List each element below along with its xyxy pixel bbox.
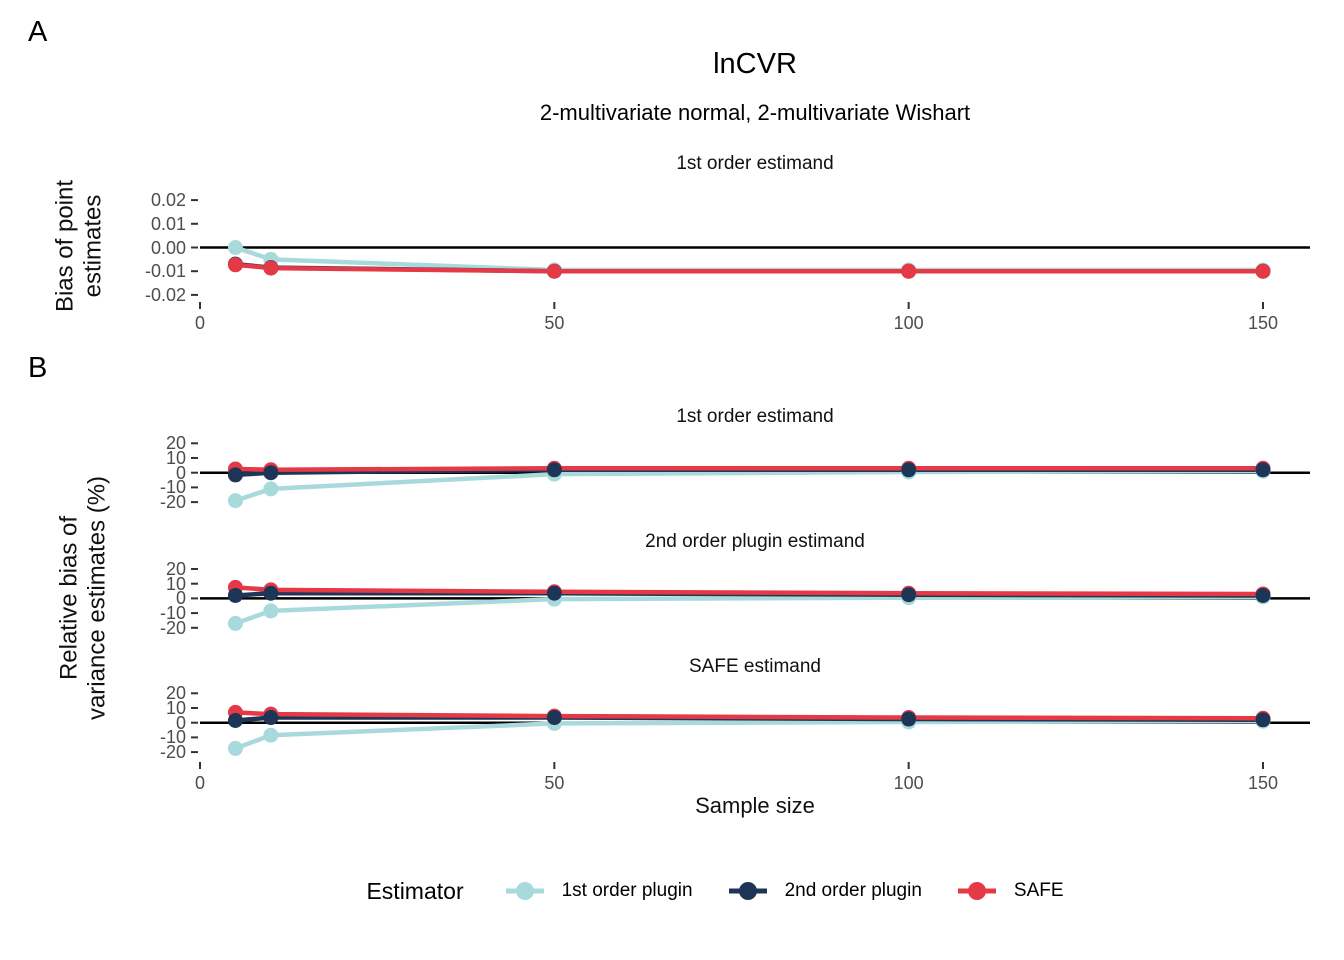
x-axis-tick-label: 50 xyxy=(544,313,565,333)
data-point-1 xyxy=(546,462,562,478)
data-point-1 xyxy=(901,587,917,603)
panel-a-y-axis-title-line1: Bias of point xyxy=(51,179,79,313)
x-axis-tick-label: 50 xyxy=(544,773,565,793)
y-axis-tick-label: 0.01 xyxy=(150,213,186,234)
legend-key-icon xyxy=(957,882,996,900)
data-point-1 xyxy=(901,462,917,478)
figure-subtitle: 2-multivariate normal, 2-multivariate Wi… xyxy=(539,100,971,125)
x-axis-tick-label: 100 xyxy=(893,313,924,333)
y-axis-tick-label: -0.02 xyxy=(144,284,186,305)
y-axis-tick-label: 0.02 xyxy=(150,190,186,211)
y-axis-tick-label: 20 xyxy=(165,559,186,579)
panel-a-letter: A xyxy=(28,16,48,48)
data-point-2 xyxy=(1255,263,1271,279)
data-point-1 xyxy=(263,465,279,481)
y-axis-tick-label: 10 xyxy=(165,448,186,468)
figure-title: lnCVR xyxy=(713,48,797,80)
y-axis-tick-label: 0.00 xyxy=(150,237,186,258)
data-point-0 xyxy=(227,740,243,756)
data-point-0 xyxy=(227,615,243,631)
series-line-0 xyxy=(233,718,1266,751)
x-axis-tick-label: 150 xyxy=(1247,773,1279,793)
series-line-0 xyxy=(233,468,1266,503)
panel-a-y-axis-title: Bias of point estimates xyxy=(52,180,109,312)
facet-title: SAFE estimand xyxy=(689,656,821,677)
data-point-0 xyxy=(227,493,243,509)
x-axis-tick-label: 0 xyxy=(194,773,205,793)
legend-item-label: 1st order plugin xyxy=(561,880,693,901)
y-axis-tick-label: -20 xyxy=(159,492,186,513)
legend-title: Estimator xyxy=(366,877,464,904)
x-axis-tick-label: 100 xyxy=(893,773,924,793)
data-point-0 xyxy=(263,603,279,619)
legend-key-icon xyxy=(505,882,544,900)
data-point-1 xyxy=(227,587,243,603)
data-point-0 xyxy=(227,240,243,255)
y-axis-tick-label: 10 xyxy=(165,698,186,718)
y-axis-tick-label: 0 xyxy=(175,462,186,483)
y-axis-tick-label: -10 xyxy=(159,477,186,498)
y-axis-tick-label: 0 xyxy=(175,712,186,733)
legend-item-label: 2nd order plugin xyxy=(784,880,922,901)
x-axis-tick-label: 150 xyxy=(1247,313,1279,333)
data-point-1 xyxy=(227,467,243,483)
y-axis-tick-label: -10 xyxy=(159,727,186,748)
series-line-0 xyxy=(233,245,1266,273)
data-point-2 xyxy=(546,263,562,279)
y-axis-tick-label: 20 xyxy=(165,683,186,704)
legend: Estimator 1st order plugin 2nd order plug… xyxy=(160,868,1270,914)
legend-key-icon xyxy=(728,882,767,900)
data-point-1 xyxy=(1255,587,1271,603)
data-point-0 xyxy=(263,727,279,743)
legend-item-2: SAFE xyxy=(956,878,1064,904)
y-axis-tick-label: 20 xyxy=(165,433,186,454)
data-point-1 xyxy=(1255,712,1271,728)
panel-b-letter: B xyxy=(28,352,48,384)
y-axis-tick-label: 10 xyxy=(165,573,186,594)
facet-title: 1st order estimand xyxy=(676,406,834,427)
legend-item-1: 2nd order plugin xyxy=(727,878,922,904)
data-point-1 xyxy=(546,585,562,601)
data-point-0 xyxy=(263,481,279,497)
data-point-2 xyxy=(263,260,279,276)
data-point-1 xyxy=(263,710,279,726)
x-axis-tick-label: 0 xyxy=(194,313,205,333)
y-axis-tick-label: -0.01 xyxy=(144,261,186,282)
series-line-2 xyxy=(233,466,1266,473)
facet-title: 1st order estimand xyxy=(676,153,834,174)
y-axis-tick-label: -20 xyxy=(159,617,186,638)
y-axis-tick-label: -10 xyxy=(159,603,186,624)
data-point-2 xyxy=(901,263,917,279)
data-point-1 xyxy=(227,712,243,728)
series-line-0 xyxy=(233,594,1266,626)
y-axis-tick-label: 0 xyxy=(175,588,186,609)
data-point-2 xyxy=(227,257,243,273)
data-point-1 xyxy=(263,585,279,601)
data-point-1 xyxy=(546,710,562,726)
facet-title: 2nd order plugin estimand xyxy=(645,531,865,552)
legend-item-0: 1st order plugin xyxy=(504,878,693,904)
x-axis-title: Sample size xyxy=(695,793,815,818)
data-point-1 xyxy=(1255,462,1271,478)
y-axis-tick-label: -20 xyxy=(159,742,186,763)
legend-item-label: SAFE xyxy=(1013,880,1064,901)
panel-b-y-axis-title-line1: Relative bias of xyxy=(55,515,83,681)
data-point-1 xyxy=(901,711,917,727)
